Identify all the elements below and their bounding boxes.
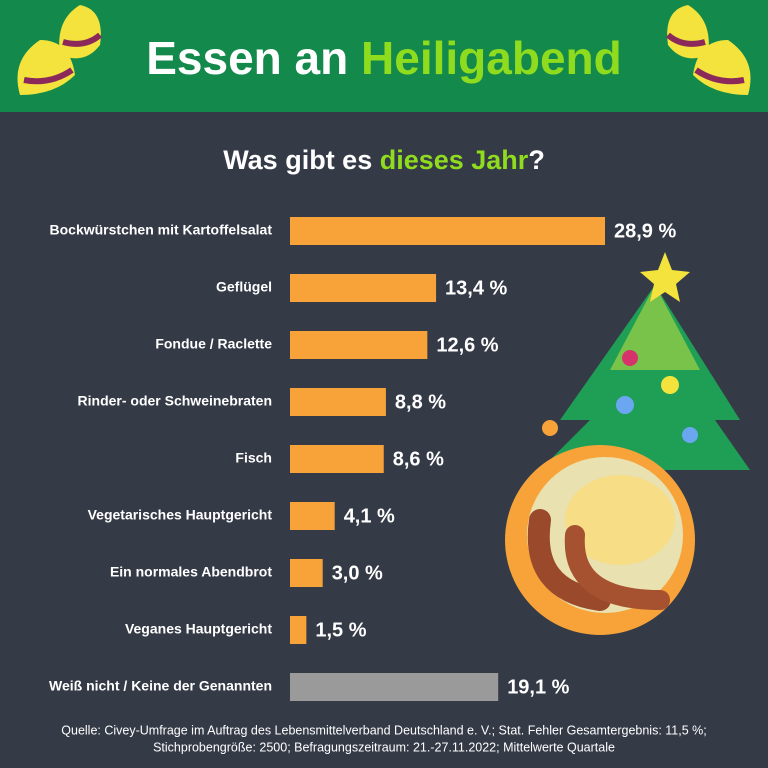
chart-title: Essen an Heiligabend	[146, 32, 622, 84]
category-label: Bockwürstchen mit Kartoffelsalat	[50, 222, 273, 238]
category-label: Vegetarisches Hauptgericht	[88, 507, 273, 523]
source-line: Stichprobengröße: 2500; Befragungszeitra…	[153, 740, 615, 754]
value-label: 13,4 %	[445, 277, 507, 299]
bells-left	[17, 5, 102, 95]
category-label: Veganes Hauptgericht	[125, 621, 272, 637]
bar	[290, 217, 606, 245]
category-label: Fondue / Raclette	[155, 336, 272, 352]
subtitle-highlight: dieses Jahr	[380, 145, 529, 175]
bar	[290, 673, 499, 701]
category-label: Weiß nicht / Keine der Genannten	[49, 678, 272, 694]
bar	[290, 445, 384, 473]
category-label: Rinder- oder Schweinebraten	[78, 393, 272, 409]
value-label: 3,0 %	[332, 562, 383, 584]
value-label: 8,8 %	[395, 391, 446, 413]
chart-subtitle: Was gibt es dieses Jahr?	[223, 145, 545, 175]
bar	[290, 559, 323, 587]
value-label: 1,5 %	[315, 619, 366, 641]
value-label: 28,9 %	[614, 220, 676, 242]
bar	[290, 616, 307, 644]
category-label: Fisch	[235, 450, 272, 466]
value-label: 8,6 %	[393, 448, 444, 470]
bar	[290, 388, 386, 416]
subtitle-part: ?	[528, 145, 545, 175]
title-part: Essen an	[146, 32, 361, 84]
category-label: Ein normales Abendbrot	[110, 564, 272, 580]
value-label: 12,6 %	[436, 334, 498, 356]
value-label: 4,1 %	[344, 505, 395, 527]
bar	[290, 274, 437, 302]
bars: Bockwürstchen mit Kartoffelsalat 28,9 % Ge…	[49, 217, 676, 701]
bar	[290, 331, 428, 359]
tree-decoration	[505, 252, 750, 635]
subtitle-part: Was gibt es	[223, 145, 380, 175]
value-label: 19,1 %	[507, 676, 569, 698]
source-line: Quelle: Civey-Umfrage im Auftrag des Leb…	[61, 723, 706, 737]
bar	[290, 502, 335, 530]
category-label: Geflügel	[216, 279, 272, 295]
header-band	[0, 0, 768, 112]
title-highlight: Heiligabend	[361, 32, 622, 84]
bells-right	[666, 5, 751, 95]
